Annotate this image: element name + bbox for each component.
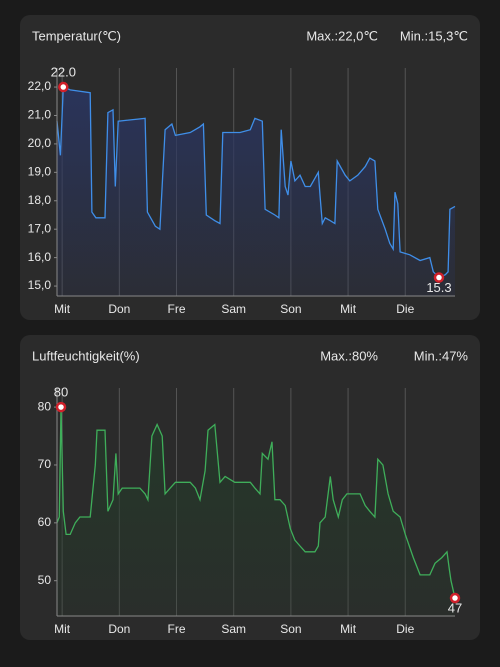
annotation-label: 47 — [448, 600, 462, 615]
min-text: Min.:15,3℃ — [400, 28, 468, 43]
area-fill — [57, 407, 455, 616]
x-tick-label: Son — [280, 622, 301, 636]
x-tick-label: Fre — [168, 302, 186, 316]
x-tick-label: Sam — [221, 302, 246, 316]
x-tick-label: Don — [108, 622, 130, 636]
extreme-marker — [58, 81, 69, 93]
y-tick-label: 21,0 — [28, 108, 52, 122]
x-tick-label: Sam — [221, 622, 246, 636]
x-tick-label: Mit — [340, 622, 357, 636]
line — [56, 407, 456, 599]
y-tick-label: 16,0 — [28, 250, 52, 264]
annotation-label: 15.3 — [426, 280, 451, 295]
x-tick-label: Son — [280, 302, 301, 316]
card-title: Luftfeuchtigkeit(%) — [32, 348, 140, 363]
x-tick-label: Fre — [168, 622, 186, 636]
y-tick-label: 15,0 — [28, 278, 52, 292]
y-tick-label: 19,0 — [28, 165, 52, 179]
extreme-marker — [449, 592, 461, 604]
annotation-label: 80 — [54, 385, 68, 400]
card-title: Temperatur(℃) — [32, 28, 121, 43]
y-tick-label: 60 — [38, 515, 52, 529]
annotation-label: 22.0 — [51, 64, 76, 79]
y-tick-label: 22,0 — [28, 79, 52, 93]
x-tick-label: Die — [396, 622, 414, 636]
x-tick-label: Mit — [340, 302, 357, 316]
y-tick-label: 50 — [38, 573, 52, 587]
y-tick-label: 20,0 — [28, 136, 52, 150]
y-tick-label: 80 — [38, 399, 52, 413]
min-text: Min.:47% — [414, 348, 469, 363]
x-tick-label: Mit — [54, 302, 71, 316]
line — [56, 86, 456, 279]
extreme-marker — [55, 401, 67, 413]
x-tick-label: Die — [396, 302, 414, 316]
y-tick-label: 18,0 — [28, 193, 52, 207]
max-text: Max.:22,0℃ — [306, 28, 378, 43]
extreme-marker — [433, 272, 445, 283]
y-tick-label: 70 — [38, 457, 52, 471]
x-tick-label: Mit — [54, 622, 71, 636]
y-tick-label: 17,0 — [28, 221, 52, 235]
x-tick-label: Don — [108, 302, 130, 316]
max-text: Max.:80% — [320, 348, 378, 363]
area-fill — [57, 87, 455, 296]
